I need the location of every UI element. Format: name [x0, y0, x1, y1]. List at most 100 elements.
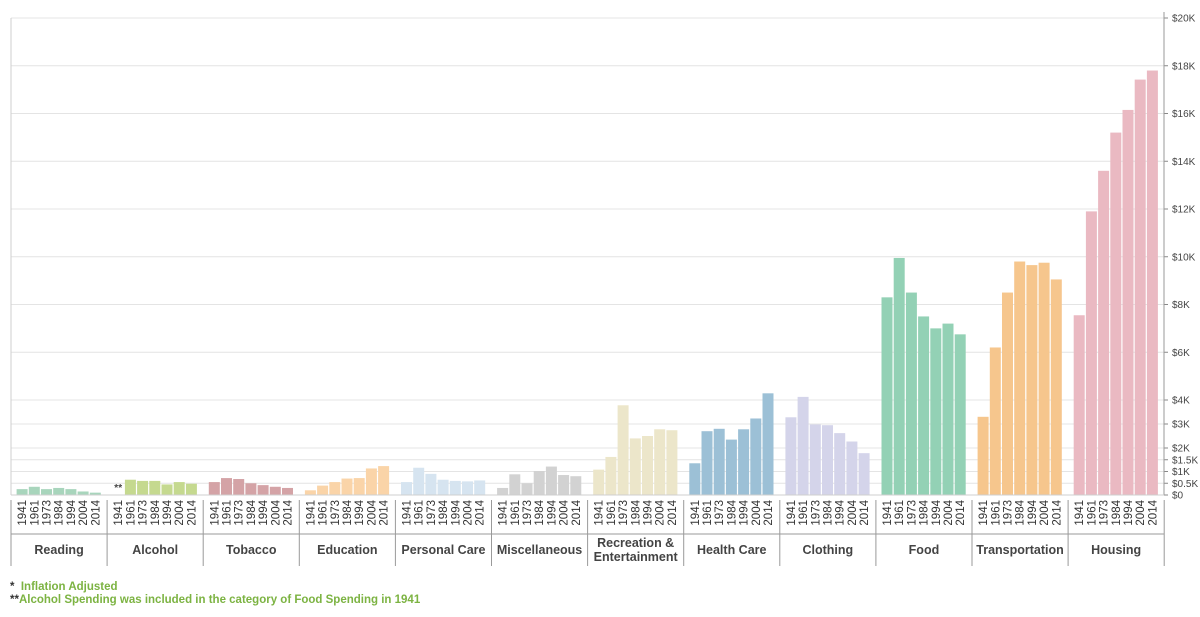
year-label: 1973 — [138, 500, 150, 526]
footnote-marker: ** — [114, 483, 122, 494]
y-tick-label: $3K — [1172, 420, 1190, 431]
bar — [1122, 109, 1134, 495]
bar — [425, 473, 437, 495]
bar — [822, 425, 833, 495]
y-tick-label: $0.5K — [1172, 479, 1198, 490]
year-label: 1994 — [835, 499, 847, 525]
bar — [834, 433, 846, 495]
year-label: 1984 — [726, 499, 738, 525]
year-label: 1984 — [534, 499, 546, 525]
bar — [954, 334, 966, 495]
year-label: 2004 — [78, 499, 90, 525]
year-label: 1961 — [990, 500, 1002, 526]
year-label: 1961 — [318, 500, 330, 526]
bar — [474, 480, 486, 495]
bar — [785, 417, 797, 495]
footnote-inflation: * Inflation Adjusted — [10, 581, 118, 593]
year-label: 2004 — [1039, 499, 1051, 525]
y-tick-label: $12K — [1172, 205, 1196, 216]
bar — [750, 418, 762, 495]
year-label: 2014 — [90, 499, 102, 525]
year-label: 1941 — [594, 500, 606, 526]
year-label: 1941 — [978, 500, 990, 526]
bar — [497, 487, 509, 495]
year-label: 2014 — [379, 499, 391, 525]
bar — [245, 483, 257, 495]
bar — [1110, 132, 1122, 495]
bar — [977, 416, 989, 495]
bar — [77, 491, 89, 495]
year-label: 1984 — [150, 499, 162, 525]
year-label: 1941 — [498, 500, 510, 526]
y-tick-label: $18K — [1172, 61, 1196, 72]
bar — [617, 405, 629, 495]
year-label: 2004 — [751, 499, 763, 525]
bar — [53, 487, 65, 495]
category-label: Clothing — [803, 543, 854, 557]
year-label: 2014 — [763, 499, 775, 525]
bar — [233, 479, 245, 495]
footnote-text: Alcohol Spending was included in the cat… — [18, 594, 421, 606]
year-label: 1994 — [1027, 499, 1039, 525]
year-label: 1984 — [1111, 499, 1123, 525]
year-label: 1984 — [1015, 499, 1027, 525]
bar — [666, 430, 678, 495]
bar — [809, 424, 821, 495]
bar — [124, 479, 136, 495]
bar — [629, 438, 641, 495]
bar — [521, 483, 533, 495]
bar — [137, 480, 149, 495]
y-tick-label: $4K — [1172, 396, 1190, 407]
year-label: 1994 — [354, 499, 366, 525]
bar — [437, 479, 449, 495]
bar — [642, 436, 653, 495]
y-tick-label: $8K — [1172, 300, 1190, 311]
bar — [558, 475, 570, 495]
bar — [282, 487, 293, 495]
year-label: 2014 — [283, 499, 295, 525]
year-label: 1994 — [546, 499, 558, 525]
year-label: 1961 — [414, 500, 426, 526]
bar — [341, 478, 353, 495]
year-label: 1973 — [714, 500, 726, 526]
bar — [1038, 262, 1050, 495]
bar — [545, 466, 557, 495]
labels: $0$0.5K$1K$1.5K$2K $3K $4K $6K $8K $10K $12K $1… — [17, 14, 1198, 565]
year-label: 2014 — [475, 499, 487, 525]
category-label: Entertainment — [594, 550, 679, 564]
bar — [570, 476, 582, 495]
year-label: 1984 — [919, 499, 931, 525]
year-label: 1973 — [234, 500, 246, 526]
year-label: 2014 — [571, 499, 583, 525]
year-label: 1973 — [426, 500, 438, 526]
bar — [1014, 261, 1026, 495]
y-tick-label: $14K — [1172, 157, 1196, 168]
category-label: Miscellaneous — [497, 543, 582, 557]
bar — [221, 478, 232, 495]
year-label: 2004 — [559, 499, 571, 525]
year-label: 2004 — [943, 499, 955, 525]
bar — [257, 485, 269, 495]
category-label: Housing — [1091, 543, 1141, 557]
category-label: Recreation & — [597, 536, 674, 550]
category-label: Alcohol — [132, 543, 178, 557]
bar — [593, 469, 605, 495]
year-label: 1961 — [1086, 500, 1098, 526]
year-label: 1941 — [402, 500, 414, 526]
year-label: 1941 — [305, 500, 317, 526]
year-label: 1961 — [798, 500, 810, 526]
category-label: Transportation — [976, 543, 1064, 557]
year-label: 1961 — [606, 500, 618, 526]
bar — [797, 396, 809, 495]
year-label: 1973 — [42, 500, 54, 526]
bar — [533, 471, 545, 495]
bar — [509, 474, 521, 495]
bar — [930, 328, 942, 495]
bar — [989, 347, 1001, 495]
bar — [725, 439, 737, 495]
bar — [304, 490, 316, 495]
category-label: Personal Care — [401, 543, 485, 557]
bar — [905, 292, 917, 495]
bar — [881, 297, 893, 495]
year-label: 1941 — [882, 500, 894, 526]
